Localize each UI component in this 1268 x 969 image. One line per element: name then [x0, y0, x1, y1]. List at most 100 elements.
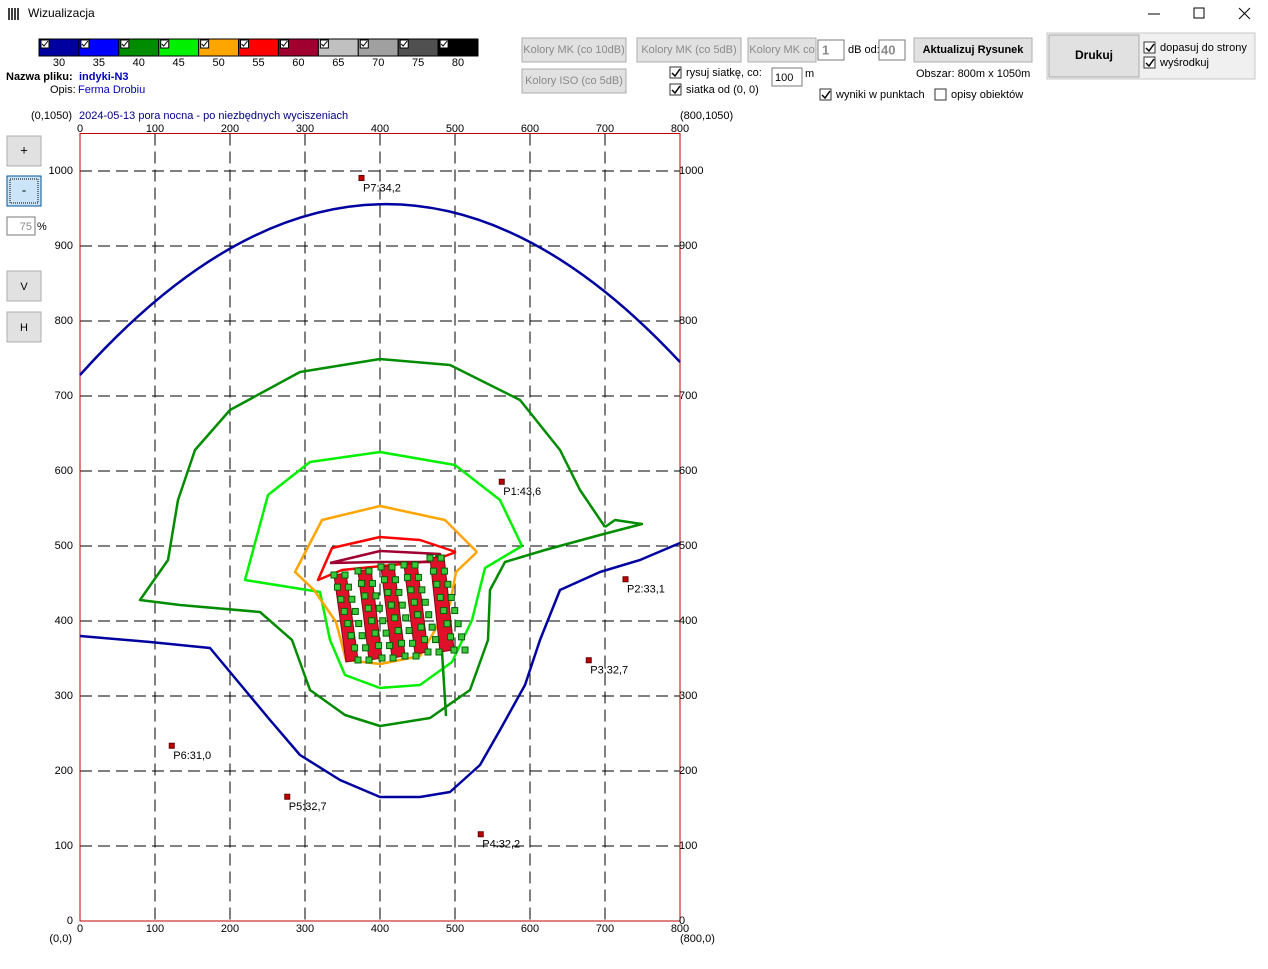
checkbox[interactable] [669, 83, 682, 96]
source [405, 627, 413, 635]
y-tick-label: 700 [55, 390, 73, 402]
button-label: + [20, 142, 28, 157]
source [330, 571, 338, 579]
button[interactable] [521, 37, 627, 63]
button[interactable] [913, 37, 1033, 63]
button[interactable] [6, 270, 42, 302]
legend-label: 75 [412, 57, 424, 69]
point-label: P5:32,7 [289, 801, 327, 813]
input[interactable] [878, 39, 906, 61]
source [354, 656, 362, 664]
maximize[interactable] [1193, 7, 1205, 19]
checkbox[interactable] [669, 66, 682, 79]
check-mark [1145, 43, 1155, 53]
button[interactable] [6, 135, 42, 167]
checkbox[interactable] [934, 88, 947, 101]
point-label: P1:43,6 [503, 486, 541, 498]
legend-check [400, 40, 408, 47]
app-icon [8, 8, 19, 20]
legend-label: 30 [53, 57, 65, 69]
file-label: Nazwa pliku: [6, 71, 73, 83]
x-tick-label: 100 [146, 923, 164, 935]
label: Obszar: 800m x 1050m [916, 68, 1030, 80]
x-tick-label: 700 [596, 123, 614, 135]
source [447, 633, 455, 641]
button-label: Kolory MK (co 10dB) [523, 44, 624, 56]
source [411, 561, 419, 569]
desc-label: Opis: [50, 84, 76, 96]
checkbox[interactable] [1143, 56, 1156, 69]
input[interactable] [6, 216, 36, 236]
y-tick-label: 400 [55, 615, 73, 627]
legend-label: 65 [332, 57, 344, 69]
y-tick-label: 800 [55, 315, 73, 327]
source [398, 639, 406, 647]
legend-check [281, 40, 288, 47]
source [344, 583, 352, 591]
source [375, 642, 383, 650]
button[interactable] [1048, 34, 1140, 78]
input[interactable] [817, 39, 845, 61]
source [436, 593, 444, 601]
input[interactable] [771, 67, 803, 87]
button[interactable] [521, 68, 627, 94]
checkbox-label: siatka od (0, 0) [686, 84, 759, 96]
x-tick-label: 600 [521, 923, 539, 935]
source [458, 633, 466, 641]
point-label: P2:33,1 [627, 584, 665, 596]
legend-check [321, 40, 328, 47]
source [447, 593, 455, 601]
button-label: Kolory MK (co 5dB) [641, 44, 736, 56]
point [498, 478, 505, 485]
checkbox-label: wyśrodkuj [1159, 57, 1209, 69]
point [284, 793, 291, 800]
source [379, 617, 387, 625]
legend-check [161, 40, 169, 47]
button[interactable] [636, 37, 742, 63]
button[interactable] [6, 175, 42, 207]
legend-label: 55 [252, 57, 264, 69]
source [421, 636, 429, 644]
checkbox[interactable] [1143, 41, 1156, 54]
x-tick-label: 500 [446, 123, 464, 135]
source [435, 648, 443, 656]
input-text: 40 [881, 42, 895, 57]
x-tick-label: 800 [671, 923, 689, 935]
label: dB od: [848, 44, 880, 56]
contour-40 [138, 357, 644, 728]
y-tick-label: 300 [679, 690, 697, 702]
source [454, 620, 462, 628]
checkbox-label: opisy obiektów [951, 89, 1023, 101]
y-tick-label: 500 [55, 540, 73, 552]
y-tick-label: 1000 [679, 165, 703, 177]
y-tick-label: 900 [679, 240, 697, 252]
button[interactable] [747, 37, 817, 63]
contour-45 [243, 450, 524, 690]
source [368, 579, 376, 587]
y-tick-label: 500 [679, 540, 697, 552]
point [358, 175, 365, 181]
x-tick-label: 300 [296, 123, 314, 135]
x-tick-label: 600 [521, 123, 539, 135]
source [357, 579, 365, 587]
source [368, 617, 376, 625]
source [348, 595, 356, 603]
source [401, 652, 409, 660]
point-label: P4:32,2 [482, 839, 520, 851]
check-mark [671, 68, 681, 78]
checkbox[interactable] [819, 88, 832, 101]
source [402, 614, 410, 622]
x-tick-label: 400 [371, 923, 389, 935]
button-label: Kolory ISO (co 5dB) [525, 75, 623, 87]
close[interactable] [1238, 7, 1251, 20]
source [443, 620, 451, 628]
contour-50 [293, 504, 478, 666]
button[interactable] [6, 311, 42, 343]
check-mark [671, 85, 681, 95]
legend-check [201, 40, 209, 47]
y-tick-label: 600 [679, 465, 697, 477]
source [337, 595, 345, 603]
source [394, 627, 402, 635]
source [412, 652, 420, 660]
